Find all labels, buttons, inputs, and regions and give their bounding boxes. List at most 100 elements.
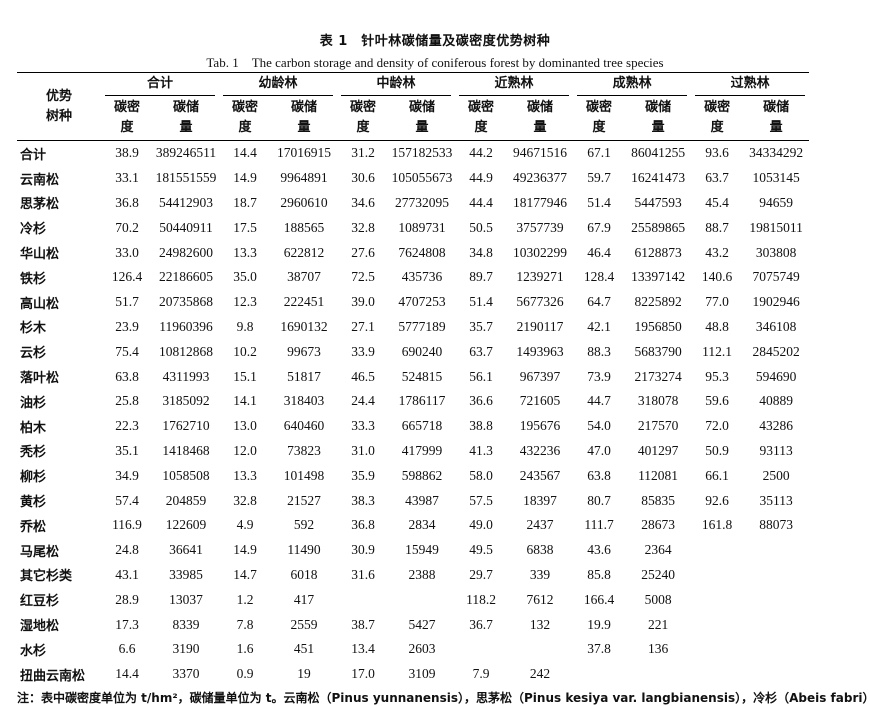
- density-cell: [691, 612, 743, 637]
- density-cell: 66.1: [705, 467, 729, 483]
- storage-cell: 18397: [523, 492, 557, 508]
- density-cell: 88.7: [705, 219, 729, 235]
- storage-cell: [743, 637, 809, 662]
- density-cell: 36.8: [115, 194, 139, 210]
- storage-cell: 1786117: [398, 393, 446, 409]
- storage-cell: 243567: [519, 467, 561, 483]
- density-cell: 44.2: [469, 145, 493, 161]
- density-cell: 32.8: [351, 219, 375, 235]
- density-cell: 126.4: [111, 269, 143, 285]
- density-cell: [337, 587, 389, 612]
- storage-cell: 7075749: [752, 269, 800, 285]
- storage-header-label: 碳储 量: [409, 100, 436, 135]
- table-row: 扭曲云南松 14.4 3370 0.9 19 17.0 3109 7.9 242: [17, 662, 809, 687]
- storage-header: 碳储 量: [625, 96, 692, 141]
- storage-cell: [743, 563, 809, 588]
- density-cell: 7.8: [236, 616, 254, 632]
- density-cell: 7.9: [472, 666, 490, 682]
- density-cell: 58.0: [469, 467, 493, 483]
- group-header-label: 成熟林: [577, 74, 688, 96]
- storage-cell: 38707: [287, 269, 321, 285]
- storage-cell: 2559: [290, 616, 318, 632]
- storage-header-label: 碳储 量: [291, 100, 318, 135]
- storage-cell: 721605: [519, 393, 561, 409]
- storage-cell: 1493963: [516, 343, 564, 359]
- density-cell: 46.4: [587, 244, 611, 260]
- storage-cell: 339: [529, 566, 551, 582]
- density-header-label: 碳密 度: [113, 100, 140, 135]
- storage-cell: 1239271: [516, 269, 564, 285]
- storage-cell: 13397142: [631, 269, 686, 285]
- density-cell: 30.9: [351, 542, 375, 558]
- density-cell: 63.7: [469, 343, 493, 359]
- density-cell: 51.4: [587, 194, 611, 210]
- group-header-label: 中龄林: [341, 74, 452, 96]
- density-cell: 38.3: [351, 492, 375, 508]
- density-cell: [691, 538, 743, 563]
- storage-header: 碳储 量: [271, 96, 338, 141]
- density-cell: 18.7: [233, 194, 257, 210]
- storage-cell: 10302299: [513, 244, 568, 260]
- storage-cell: 15949: [405, 542, 439, 558]
- storage-cell: 4707253: [398, 294, 446, 310]
- storage-cell: 242: [529, 666, 551, 682]
- storage-cell: 3370: [172, 666, 200, 682]
- table-row: 柏木 22.3 1762710 13.0 640460 33.3 665718 38.8 195…: [17, 414, 809, 439]
- density-cell: 33.9: [351, 343, 375, 359]
- storage-cell: 1053145: [752, 170, 800, 186]
- group-header-label: 合计: [105, 74, 216, 96]
- storage-cell: 28673: [641, 517, 675, 533]
- species-cell: 扭曲云南松: [20, 668, 86, 684]
- storage-cell: 101498: [283, 467, 325, 483]
- density-header: 碳密 度: [573, 96, 626, 141]
- density-cell: 92.6: [705, 492, 729, 508]
- storage-cell: 318078: [637, 393, 679, 409]
- storage-cell: 4311993: [162, 368, 210, 384]
- density-cell: 14.9: [233, 542, 257, 558]
- density-cell: 31.0: [351, 442, 375, 458]
- storage-cell: 665718: [401, 418, 443, 434]
- species-cell: 红豆杉: [20, 594, 60, 610]
- table-title-english: Tab. 1 The carbon storage and density of…: [206, 55, 664, 70]
- density-cell: 39.0: [351, 294, 375, 310]
- storage-cell: [625, 662, 691, 687]
- density-cell: 95.3: [705, 368, 729, 384]
- species-cell: 柳杉: [20, 470, 47, 486]
- group-header: 幼龄林: [219, 72, 338, 96]
- density-cell: 63.8: [587, 467, 611, 483]
- group-header: 近熟林: [455, 72, 574, 96]
- storage-header-label: 碳储 量: [527, 100, 554, 135]
- density-cell: 73.9: [587, 368, 611, 384]
- density-cell: 89.7: [469, 269, 493, 285]
- density-cell: 128.4: [583, 269, 615, 285]
- density-cell: 33.3: [351, 418, 375, 434]
- storage-cell: 7624808: [398, 244, 446, 260]
- storage-cell: 17016915: [277, 145, 332, 161]
- density-cell: 14.4: [115, 666, 139, 682]
- density-cell: 118.2: [466, 591, 496, 607]
- storage-cell: 88073: [759, 517, 793, 533]
- storage-cell: 33985: [169, 566, 203, 582]
- density-cell: 34.9: [115, 467, 139, 483]
- storage-cell: [743, 612, 809, 637]
- storage-cell: 622812: [283, 244, 325, 260]
- species-cell: 乔松: [20, 519, 47, 535]
- table-note: 注：表中碳密度单位为 t/hm²，碳储量单位为 t。云南松（Pinus yunn…: [17, 691, 867, 705]
- table-row: 水杉 6.6 3190 1.6 451 13.4 2603 37.8 136: [17, 637, 809, 662]
- species-cell: 马尾松: [20, 544, 60, 560]
- density-cell: 35.1: [115, 442, 139, 458]
- density-cell: 23.9: [115, 318, 139, 334]
- storage-cell: 49236377: [513, 170, 568, 186]
- table-row: 柳杉 34.9 1058508 13.3 101498 35.9 598862 58.0 243…: [17, 463, 809, 488]
- density-cell: 14.9: [233, 170, 257, 186]
- density-cell: 33.1: [115, 170, 139, 186]
- group-header-label: 幼龄林: [223, 74, 334, 96]
- storage-cell: 73823: [287, 442, 321, 458]
- storage-cell: 2190117: [516, 318, 564, 334]
- storage-header-label: 碳储 量: [763, 100, 790, 135]
- species-cell: 落叶松: [20, 371, 60, 387]
- table-row: 思茅松 36.8 54412903 18.7 2960610 34.6 27732095 44…: [17, 191, 809, 216]
- storage-cell: 35113: [759, 492, 793, 508]
- storage-cell: 3109: [408, 666, 436, 682]
- storage-cell: 13037: [169, 591, 203, 607]
